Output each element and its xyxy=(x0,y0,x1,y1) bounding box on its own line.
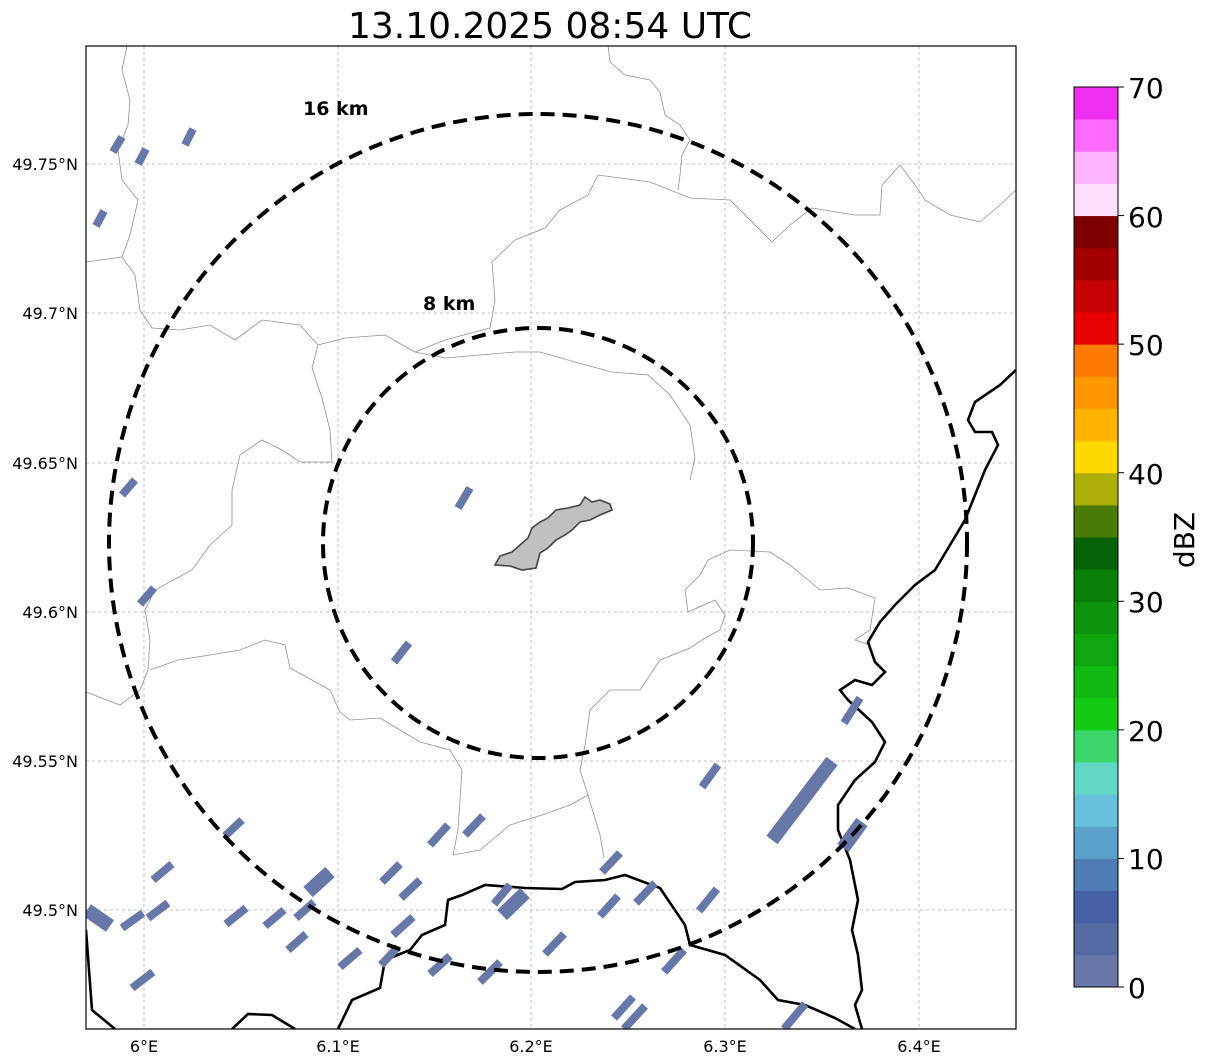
range-ring-16km xyxy=(107,112,969,974)
colorbar-segment xyxy=(1074,279,1118,313)
lat-tick-label: 49.5°N xyxy=(22,901,78,920)
colorbar-segment xyxy=(1074,633,1118,667)
colorbar-segment xyxy=(1074,151,1118,184)
lat-tick-labels: 49.75°N 49.7°N 49.65°N 49.6°N 49.55°N 49… xyxy=(12,155,78,920)
colorbar-ticks: 0 10 20 30 40 50 60 70 xyxy=(1128,72,1164,1005)
colorbar-segment xyxy=(1074,858,1118,892)
colorbar-segment xyxy=(1074,922,1118,956)
colorbar-segment xyxy=(1074,183,1118,217)
admin-boundaries xyxy=(86,46,1016,859)
colorbar-segment xyxy=(1074,665,1118,699)
colorbar-segment xyxy=(1074,504,1118,538)
colorbar-segment xyxy=(1074,472,1118,506)
ring-label-8km: 8 km xyxy=(423,293,475,315)
map-title: 13.10.2025 08:54 UTC xyxy=(348,6,752,47)
colorbar-tick-label: 40 xyxy=(1128,458,1164,491)
lat-tick-label: 49.65°N xyxy=(12,454,78,473)
colorbar xyxy=(1073,86,1124,988)
lat-tick-label: 49.75°N xyxy=(12,155,78,174)
colorbar-segment xyxy=(1074,729,1118,763)
gridlines xyxy=(86,46,1016,1029)
map-content xyxy=(86,46,1016,1029)
national-borders xyxy=(86,369,1016,1029)
colorbar-tick-label: 20 xyxy=(1128,715,1164,748)
colorbar-label: dBZ xyxy=(1168,512,1201,568)
colorbar-segment xyxy=(1074,408,1118,442)
ring-label-16km: 16 km xyxy=(303,98,369,120)
colorbar-segment xyxy=(1074,890,1118,924)
colorbar-tick-label: 70 xyxy=(1128,72,1164,105)
colorbar-segment xyxy=(1074,601,1118,634)
colorbar-segment xyxy=(1074,215,1118,249)
colorbar-segment xyxy=(1074,697,1118,731)
colorbar-segment xyxy=(1074,119,1118,152)
lon-tick-label: 6.3°E xyxy=(703,1037,747,1056)
range-ring-8km xyxy=(321,326,755,760)
lon-tick-label: 6.4°E xyxy=(897,1037,941,1056)
colorbar-segment xyxy=(1074,537,1118,570)
colorbar-segment xyxy=(1074,376,1118,409)
lat-tick-label: 49.7°N xyxy=(22,304,78,323)
colorbar-segment xyxy=(1074,247,1118,281)
colorbar-tick-label: 50 xyxy=(1128,329,1164,362)
colorbar-segment xyxy=(1074,794,1118,827)
colorbar-segment xyxy=(1074,312,1118,345)
lon-tick-label: 6.1°E xyxy=(316,1037,360,1056)
colorbar-tick-label: 60 xyxy=(1128,201,1164,234)
colorbar-tick-label: 30 xyxy=(1128,586,1164,619)
colorbar-segment xyxy=(1074,440,1118,474)
lon-tick-labels: 6°E 6.1°E 6.2°E 6.3°E 6.4°E xyxy=(130,1037,941,1056)
radar-echoes xyxy=(92,127,864,1029)
lat-tick-label: 49.55°N xyxy=(12,752,78,771)
colorbar-tick-label: 10 xyxy=(1128,843,1164,876)
colorbar-tick-label: 0 xyxy=(1128,972,1146,1005)
colorbar-segment xyxy=(1074,87,1118,120)
colorbar-segment xyxy=(1074,569,1118,602)
map-frame xyxy=(85,45,1017,1030)
colorbar-segment xyxy=(1074,762,1118,795)
lat-tick-label: 49.6°N xyxy=(22,603,78,622)
lon-tick-label: 6°E xyxy=(130,1037,158,1056)
colorbar-segment xyxy=(1074,826,1118,859)
lon-tick-label: 6.2°E xyxy=(509,1037,553,1056)
colorbar-segment xyxy=(1074,344,1118,377)
colorbar-segment xyxy=(1074,954,1118,988)
colorbar-frame xyxy=(1073,86,1119,988)
city-outline xyxy=(493,495,613,571)
